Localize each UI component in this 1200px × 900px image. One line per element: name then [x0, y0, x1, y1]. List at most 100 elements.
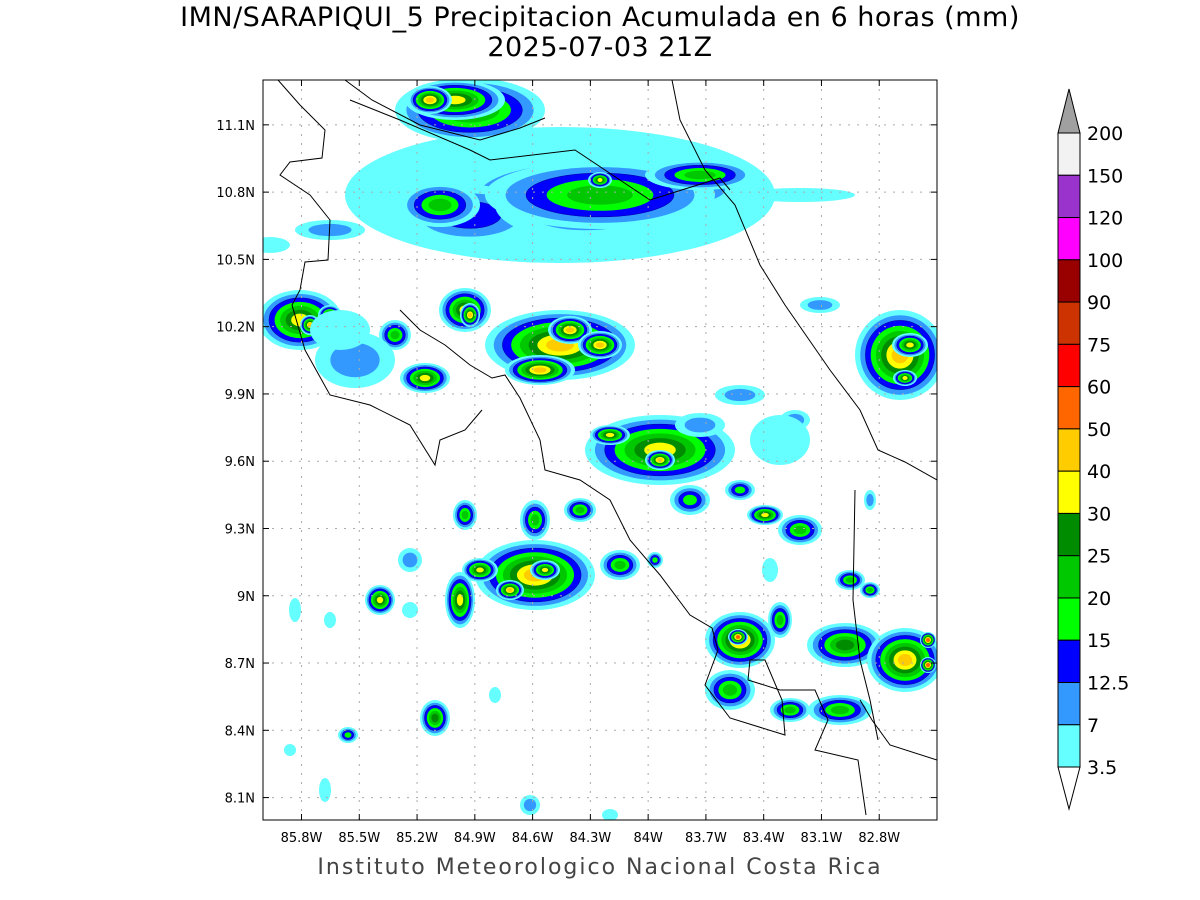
colorbar-label: 75: [1087, 334, 1111, 356]
colorbar-label: 40: [1087, 461, 1111, 483]
precip-contour: [784, 706, 796, 714]
precip-cell: [485, 161, 715, 229]
precip-cell: [920, 657, 936, 673]
precip-contour: [897, 654, 913, 666]
precip-contour: [530, 514, 540, 526]
precip-cell: [670, 485, 710, 515]
chart-subtitle-datetime: 2025-07-03 21Z: [487, 32, 713, 63]
precip-contour: [263, 237, 290, 253]
precip-contour: [684, 170, 716, 180]
precip-cell: [807, 623, 883, 667]
precip-contour: [736, 635, 740, 639]
precip-cell: [564, 498, 596, 522]
precip-cell: [324, 612, 336, 628]
precip-contour: [657, 458, 663, 462]
coastline: [344, 80, 546, 141]
precip-cell: [893, 370, 917, 386]
lon-tick-label: 82.8W: [858, 831, 900, 846]
precip-contour: [489, 687, 501, 703]
colorbar-box: [1057, 343, 1081, 388]
colorbar-label: 200: [1087, 123, 1123, 145]
colorbar-label: 30: [1087, 503, 1111, 525]
precip-contour: [652, 557, 658, 563]
precip-contour: [344, 732, 352, 738]
precip-contour: [284, 744, 296, 756]
precip-contour: [926, 663, 930, 667]
precip-cell: [855, 310, 937, 400]
precip-contour: [734, 486, 746, 494]
precip-cell: [747, 505, 783, 525]
precip-cell: [379, 320, 411, 350]
precip-cell: [835, 570, 865, 590]
colorbar-label: 3.5: [1087, 757, 1117, 779]
lat-tick-label: 8.7N: [225, 657, 255, 672]
precip-contour: [468, 312, 472, 318]
colorbar-box: [1057, 639, 1081, 684]
precip-cell: [520, 500, 550, 540]
precip-cell: [445, 572, 475, 628]
footer-credit: Instituto Meteorologico Nacional Costa R…: [317, 855, 883, 880]
precip-contour: [776, 614, 784, 626]
precip-contour: [402, 552, 418, 568]
lon-tick-label: 85.8W: [281, 831, 323, 846]
precip-contour: [461, 510, 469, 520]
precip-cell: [920, 632, 936, 648]
precip-contour: [835, 639, 855, 651]
precip-cell: [602, 809, 618, 820]
colorbar-label: 25: [1087, 546, 1111, 568]
precip-cell: [645, 450, 675, 470]
colorbar-box: [1057, 301, 1081, 345]
precip-cell: [864, 490, 876, 510]
precip-cell: [338, 727, 358, 743]
precip-contour: [605, 432, 615, 438]
precip-contour: [425, 97, 435, 103]
precip-contour: [684, 417, 716, 433]
precip-cell: [808, 695, 872, 725]
precip-cell: [578, 331, 622, 359]
colorbar-box: [1057, 386, 1081, 430]
precip-cell: [319, 778, 331, 802]
precip-contour: [866, 493, 874, 507]
lon-tick-label: 83.1W: [801, 831, 843, 846]
precip-contour: [476, 567, 484, 573]
lon-tick-label: 84W: [633, 831, 663, 846]
precip-cell: [768, 602, 792, 638]
coastlines-borders: [277, 80, 937, 816]
precip-cell: [600, 550, 640, 580]
precip-contour: [402, 602, 418, 618]
colorbar-label: 15: [1087, 630, 1111, 652]
colorbar-box: [1057, 555, 1081, 599]
precip-contour: [319, 778, 331, 802]
coastline: [859, 699, 937, 761]
lon-tick-label: 83.4W: [743, 831, 785, 846]
precip-cell: [289, 598, 301, 622]
precip-cell: [892, 333, 928, 357]
precip-contour: [330, 342, 380, 378]
precip-contour: [793, 525, 807, 535]
precip-cell: [402, 602, 418, 618]
precip-cell: [420, 700, 450, 736]
precip-cell: [762, 558, 778, 582]
precip-contour: [724, 388, 756, 402]
colorbar-label: 20: [1087, 588, 1111, 610]
lat-tick-label: 10.2N: [216, 321, 255, 336]
precip-contour: [523, 798, 537, 812]
colorbar-box: [1057, 174, 1081, 219]
precip-cell: [520, 795, 540, 815]
colorbar-box: [1057, 259, 1081, 303]
precip-contour: [456, 594, 464, 606]
colorbar-box: [1057, 682, 1081, 726]
lat-tick-label: 10.5N: [216, 253, 255, 268]
precip-contour: [324, 612, 336, 628]
colorbar-label: 90: [1087, 292, 1111, 314]
colorbar-label: 100: [1087, 250, 1123, 272]
precip-cell: [647, 552, 663, 568]
colorbar-box: [1057, 470, 1081, 514]
precip-contour: [507, 588, 513, 592]
precip-contour: [419, 374, 431, 382]
colorbar-box: [1057, 597, 1081, 641]
precip-contour: [926, 638, 930, 642]
lat-tick-label: 9.3N: [225, 522, 255, 537]
precipitation-field: [263, 80, 937, 820]
